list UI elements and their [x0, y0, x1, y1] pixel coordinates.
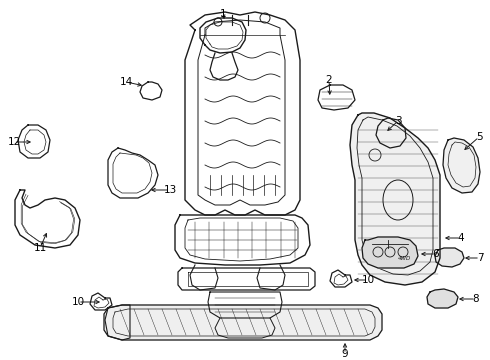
Text: 12: 12 — [7, 137, 21, 147]
Text: 3: 3 — [394, 116, 401, 126]
Text: 8: 8 — [473, 294, 479, 304]
Text: 7: 7 — [477, 253, 483, 263]
Text: 4: 4 — [458, 233, 465, 243]
Text: 2: 2 — [326, 75, 332, 85]
Polygon shape — [350, 113, 440, 285]
Text: 10: 10 — [362, 275, 374, 285]
Text: 5: 5 — [476, 132, 482, 142]
Text: 10: 10 — [72, 297, 85, 307]
Text: 9: 9 — [342, 349, 348, 359]
Polygon shape — [104, 305, 382, 340]
Text: 14: 14 — [120, 77, 133, 87]
Polygon shape — [443, 138, 480, 193]
Polygon shape — [435, 248, 464, 267]
Text: 4WD: 4WD — [398, 256, 412, 261]
Polygon shape — [362, 237, 418, 268]
Text: 1: 1 — [220, 9, 226, 19]
Text: 11: 11 — [33, 243, 47, 253]
Polygon shape — [427, 289, 458, 308]
Text: 13: 13 — [163, 185, 176, 195]
Text: 6: 6 — [433, 249, 440, 259]
